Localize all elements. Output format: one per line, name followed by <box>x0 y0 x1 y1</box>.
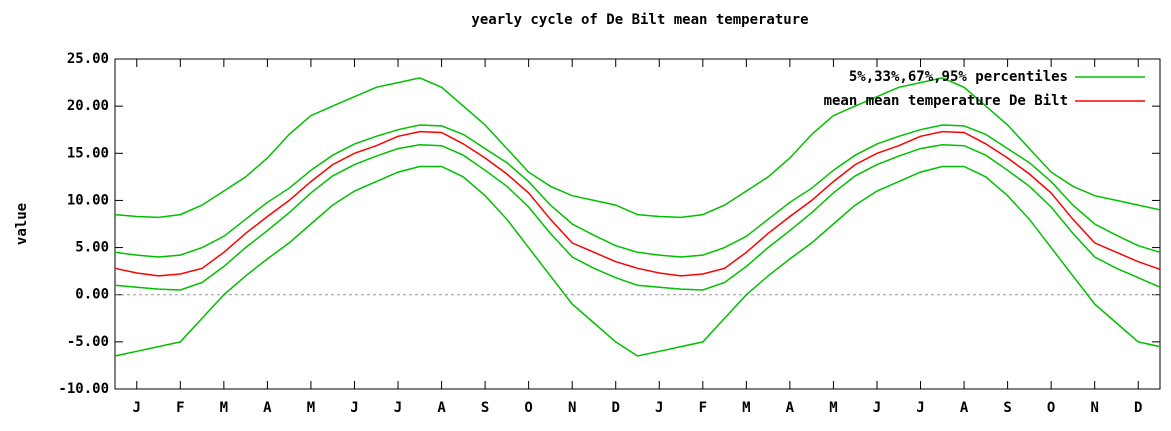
x-tick-label: M <box>307 400 315 416</box>
legend-label: mean mean temperature De Bilt <box>824 93 1068 109</box>
x-tick-label: J <box>394 400 402 416</box>
x-tick-label: M <box>829 400 837 416</box>
x-tick-label: F <box>176 400 184 416</box>
plot-frame <box>114 58 1161 390</box>
x-tick-label: J <box>655 400 663 416</box>
y-tick-label: 0.00 <box>75 287 109 303</box>
x-tick-label: O <box>1047 400 1055 416</box>
x-tick-label: N <box>568 400 576 416</box>
chart-title: yearly cycle of De Bilt mean temperature <box>471 12 808 28</box>
x-tick-label: F <box>699 400 707 416</box>
y-tick-label: -10.00 <box>58 381 109 397</box>
data-line <box>114 124 1161 258</box>
y-tick-label: 10.00 <box>67 192 109 208</box>
y-tick-label: 15.00 <box>67 145 109 161</box>
x-tick-label: J <box>350 400 358 416</box>
legend-label: 5%,33%,67%,95% percentiles <box>849 69 1068 85</box>
x-tick-label: M <box>742 400 750 416</box>
y-tick-label: -5.00 <box>67 334 109 350</box>
x-tick-label: O <box>524 400 532 416</box>
y-tick-label: 20.00 <box>67 98 109 114</box>
data-line <box>114 77 1161 219</box>
y-tick-label: 25.00 <box>67 51 109 67</box>
data-line <box>114 165 1161 357</box>
y-axis-label: value <box>14 203 30 245</box>
x-tick-label: A <box>263 400 272 416</box>
data-line <box>114 130 1161 277</box>
x-tick-label: A <box>960 400 969 416</box>
x-tick-label: A <box>786 400 795 416</box>
x-tick-label: J <box>916 400 924 416</box>
x-tick-label: J <box>873 400 881 416</box>
x-tick-label: A <box>437 400 446 416</box>
data-line <box>114 144 1161 291</box>
x-tick-label: J <box>133 400 141 416</box>
x-tick-label: D <box>1134 400 1142 416</box>
x-tick-label: M <box>220 400 228 416</box>
x-tick-label: S <box>481 400 489 416</box>
x-tick-label: D <box>612 400 620 416</box>
x-tick-label: S <box>1003 400 1011 416</box>
x-tick-label: N <box>1090 400 1098 416</box>
y-tick-label: 5.00 <box>75 240 109 256</box>
